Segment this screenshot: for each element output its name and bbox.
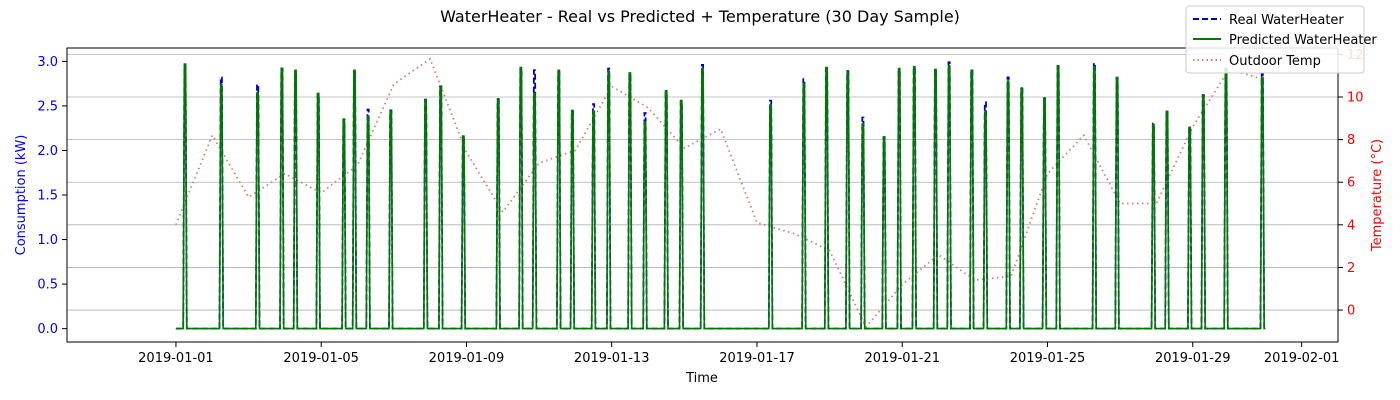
left-y-axis-ticks: 0.0 0.5 1.0 1.5 2.0 2.5 3.0	[37, 55, 67, 337]
chart-title: WaterHeater - Real vs Predicted + Temper…	[440, 7, 960, 26]
x-tick-label: 2019-01-29	[1155, 351, 1231, 366]
right-tick-label: 6	[1347, 176, 1355, 191]
x-tick-label: 2019-01-13	[574, 351, 650, 366]
x-tick-label: 2019-01-25	[1010, 351, 1086, 366]
real-series	[175, 61, 1266, 330]
real-line	[175, 61, 1266, 330]
left-y-axis-label: Consumption (kW)	[14, 135, 29, 256]
legend-predicted-label: Predicted WaterHeater	[1229, 33, 1377, 48]
x-tick-label: 2019-01-21	[864, 351, 940, 366]
predicted-series	[175, 63, 1266, 330]
predicted-line	[175, 63, 1266, 330]
left-tick-label: 1.0	[37, 233, 58, 248]
right-y-axis-ticks: 024681012	[1338, 48, 1364, 319]
left-tick-label: 1.5	[37, 189, 58, 204]
x-axis-ticks: 2019-01-01 2019-01-05 2019-01-09 2019-01-13…	[138, 342, 1339, 366]
x-axis-label: Time	[685, 371, 718, 386]
legend-temp-label: Outdoor Temp	[1229, 54, 1321, 69]
right-tick-label: 0	[1347, 304, 1355, 319]
right-tick-label: 10	[1347, 91, 1364, 106]
temp-line	[175, 57, 1266, 329]
left-tick-label: 3.0	[37, 55, 58, 70]
x-tick-label: 2019-01-17	[719, 351, 795, 366]
right-tick-label: 8	[1347, 133, 1355, 148]
right-tick-label: 4	[1347, 218, 1355, 233]
legend-real-label: Real WaterHeater	[1229, 13, 1344, 28]
left-tick-label: 0.0	[37, 322, 58, 337]
legend-box	[1185, 5, 1365, 74]
legend: Real WaterHeater Predicted WaterHeater O…	[1185, 5, 1377, 74]
right-tick-label: 2	[1347, 261, 1355, 276]
left-tick-label: 2.0	[37, 144, 58, 159]
x-tick-label: 2019-01-01	[138, 351, 214, 366]
left-tick-label: 2.5	[37, 99, 58, 114]
right-y-axis-label: Temperature (°C)	[1370, 139, 1385, 252]
x-tick-label: 2019-01-05	[283, 351, 359, 366]
left-tick-label: 0.5	[37, 278, 58, 293]
x-tick-label: 2019-02-01	[1264, 351, 1340, 366]
temp-series	[175, 57, 1266, 329]
x-tick-label: 2019-01-09	[429, 351, 505, 366]
